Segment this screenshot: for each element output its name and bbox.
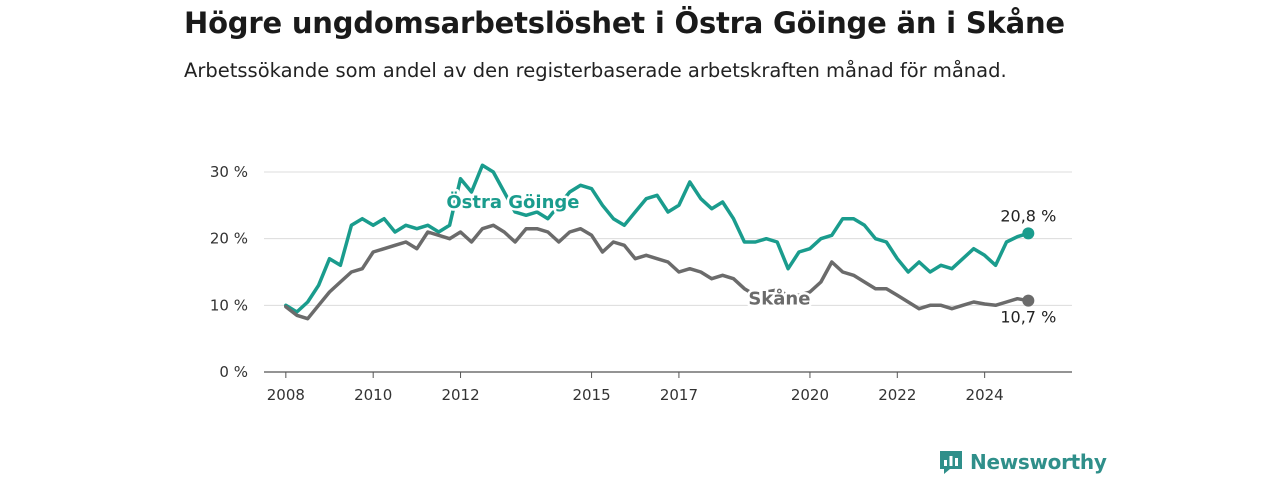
x-tick-label: 2024 [966,386,1004,404]
newsworthy-logo-text: Newsworthy [970,450,1107,474]
chart-subtitle: Arbetssökande som andel av den registerb… [184,59,1007,82]
series-name-halo: Skåne [748,288,810,310]
x-tick-label: 2022 [878,386,916,404]
series-name-label: Östra Göinge [446,191,579,213]
gridlines [264,171,1072,373]
y-axis-ticks: 0 % 10 % 20 % 30 % [210,163,248,381]
x-tick-label: 2008 [267,386,305,404]
y-tick-label: 0 % [219,363,248,381]
x-tick-label: 2012 [441,386,479,404]
newsworthy-logo-icon [940,451,962,474]
x-tick-label: 2015 [572,386,610,404]
series-line-skane [284,223,1031,321]
end-value-label: 20,8 % [1000,206,1056,225]
series-lines [284,163,1035,321]
y-tick-label: 30 % [210,163,248,181]
series-name-halo: Östra Göinge [446,191,579,213]
x-tick-label: 2017 [660,386,698,404]
end-value-label: 10,7 % [1000,308,1056,327]
x-axis-ticks: 2008 2010 2012 2015 2017 2020 2022 2024 [267,372,1004,404]
y-tick-label: 10 % [210,296,248,314]
x-tick-label: 2010 [354,386,392,404]
series-line-ostra-goinge [284,163,1031,314]
y-tick-label: 20 % [210,230,248,248]
newsworthy-logo[interactable]: Newsworthy [938,449,1107,475]
x-tick-label: 2020 [791,386,829,404]
chart-title: Högre ungdomsarbetslöshet i Östra Göinge… [184,6,1065,40]
series-end-point [1022,294,1035,307]
series-end-point [1022,227,1035,240]
series-name-label: Skåne [748,288,810,310]
